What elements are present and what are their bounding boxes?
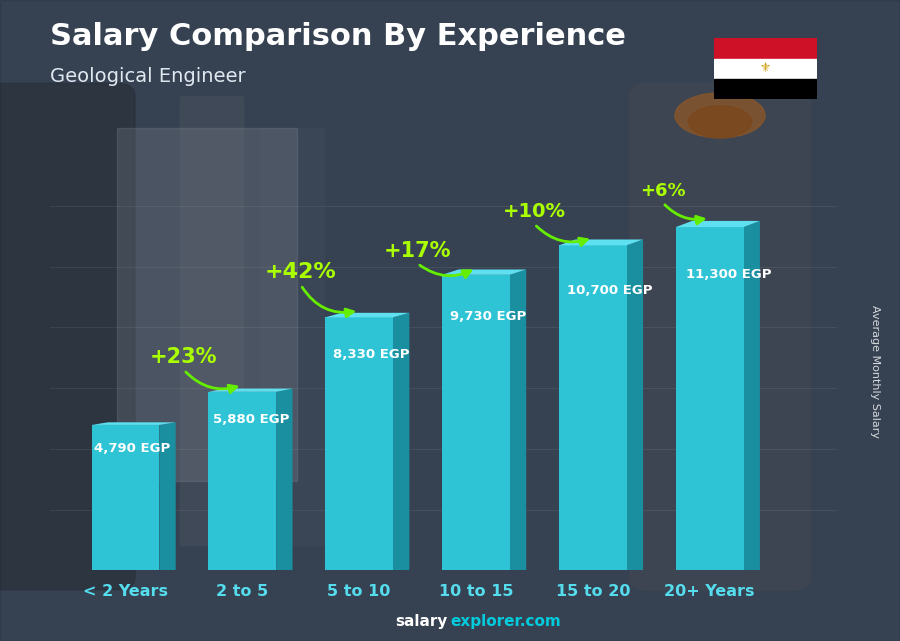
Polygon shape xyxy=(559,246,626,570)
Polygon shape xyxy=(325,317,393,570)
Polygon shape xyxy=(442,269,526,275)
Polygon shape xyxy=(442,275,509,570)
Polygon shape xyxy=(209,392,276,570)
Text: 5,880 EGP: 5,880 EGP xyxy=(213,413,290,426)
Polygon shape xyxy=(325,313,410,317)
Text: explorer.com: explorer.com xyxy=(450,615,561,629)
Text: Average Monthly Salary: Average Monthly Salary xyxy=(869,305,880,438)
Text: ⚜: ⚜ xyxy=(760,62,771,75)
Polygon shape xyxy=(209,388,292,392)
Text: +10%: +10% xyxy=(503,202,566,221)
Bar xyxy=(261,128,324,545)
Ellipse shape xyxy=(688,106,752,138)
Bar xyxy=(714,38,817,59)
Bar xyxy=(180,96,243,545)
Text: +42%: +42% xyxy=(265,262,337,282)
Text: salary: salary xyxy=(395,615,447,629)
Polygon shape xyxy=(92,422,176,425)
Text: Geological Engineer: Geological Engineer xyxy=(50,67,245,87)
Polygon shape xyxy=(676,227,743,570)
Polygon shape xyxy=(509,269,526,570)
FancyBboxPatch shape xyxy=(630,83,810,590)
Polygon shape xyxy=(393,313,410,570)
Polygon shape xyxy=(92,425,159,570)
FancyBboxPatch shape xyxy=(0,83,135,590)
Text: 8,330 EGP: 8,330 EGP xyxy=(333,347,410,361)
Text: 10,700 EGP: 10,700 EGP xyxy=(567,285,652,297)
Bar xyxy=(714,59,817,79)
Text: +6%: +6% xyxy=(640,182,686,200)
Text: +23%: +23% xyxy=(150,347,218,367)
Polygon shape xyxy=(559,240,643,246)
Polygon shape xyxy=(676,221,760,227)
Bar xyxy=(117,128,297,481)
Text: 9,730 EGP: 9,730 EGP xyxy=(450,310,526,323)
Text: Salary Comparison By Experience: Salary Comparison By Experience xyxy=(50,22,625,51)
Text: 4,790 EGP: 4,790 EGP xyxy=(94,442,170,455)
Polygon shape xyxy=(159,422,176,570)
Text: +17%: +17% xyxy=(383,240,451,260)
Polygon shape xyxy=(626,240,643,570)
Text: 11,300 EGP: 11,300 EGP xyxy=(687,269,772,281)
Polygon shape xyxy=(276,388,292,570)
Ellipse shape xyxy=(675,93,765,138)
Polygon shape xyxy=(743,221,760,570)
Bar xyxy=(714,79,817,99)
